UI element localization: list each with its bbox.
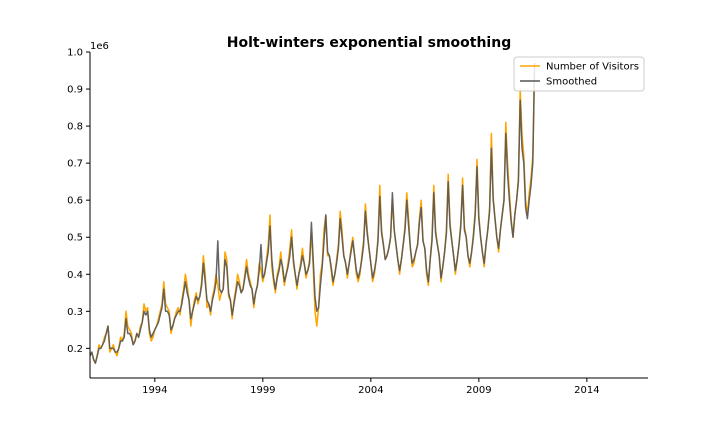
legend: Number of Visitors Smoothed bbox=[513, 56, 645, 92]
x-tick-label: 1994 bbox=[142, 385, 167, 396]
x-tick-label: 2004 bbox=[358, 385, 383, 396]
y-tick-label: 0.2 bbox=[67, 344, 83, 355]
series-line-smoothed bbox=[89, 63, 536, 364]
y-tick-label: 0.7 bbox=[67, 159, 83, 170]
x-tick-label: 1999 bbox=[250, 385, 275, 396]
x-tick-label: 2014 bbox=[574, 385, 599, 396]
series-line-visitors bbox=[89, 63, 536, 364]
chart-title: Holt-winters exponential smoothing bbox=[227, 35, 511, 51]
x-tick-label: 2009 bbox=[466, 385, 491, 396]
legend-label-visitors: Number of Visitors bbox=[546, 62, 639, 73]
y-axis-offset-label: 1e6 bbox=[90, 41, 109, 52]
legend-box bbox=[513, 56, 645, 92]
y-tick-label: 0.6 bbox=[67, 196, 83, 207]
y-tick-label: 0.3 bbox=[67, 307, 83, 318]
axis-ticks: 0.2 0.3 0.4 0.5 0.6 0.7 0.8 0.9 1.0 1994 1999 2004 2… bbox=[67, 48, 599, 397]
y-tick-label: 0.8 bbox=[67, 122, 83, 133]
series-lines bbox=[89, 63, 536, 364]
y-tick-label: 0.9 bbox=[67, 85, 83, 96]
y-tick-label: 0.5 bbox=[67, 233, 83, 244]
legend-label-smoothed: Smoothed bbox=[546, 77, 597, 88]
y-tick-label: 1.0 bbox=[67, 48, 83, 59]
y-tick-label: 0.4 bbox=[67, 270, 83, 281]
